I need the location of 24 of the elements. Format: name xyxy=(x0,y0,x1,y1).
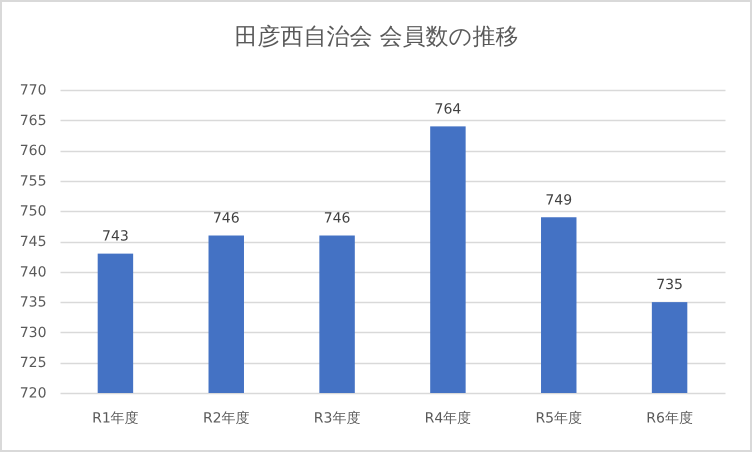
y-tick-label: 760 xyxy=(20,143,46,160)
y-tick-label: 730 xyxy=(20,324,46,341)
data-label: 743 xyxy=(102,228,129,245)
y-tick-label: 725 xyxy=(20,355,46,372)
x-tick-label: R4年度 xyxy=(424,410,472,426)
x-tick-label: R5年度 xyxy=(535,410,582,426)
y-tick-label: 745 xyxy=(20,234,46,250)
data-label: 735 xyxy=(656,277,683,294)
x-tick-label: R6年度 xyxy=(646,410,693,426)
y-tick-label: 750 xyxy=(20,204,46,220)
y-tick-label: 770 xyxy=(20,82,46,98)
y-tick-label: 720 xyxy=(20,386,46,402)
data-label: 746 xyxy=(324,210,351,226)
data-label: 746 xyxy=(212,210,240,226)
x-tick-label: R3年度 xyxy=(314,410,360,426)
y-tick-label: 740 xyxy=(20,264,46,280)
data-label: 749 xyxy=(545,192,572,208)
x-tick-label: R2年度 xyxy=(202,410,250,426)
x-tick-label: R1年度 xyxy=(92,410,139,426)
y-tick-label: 735 xyxy=(20,294,46,311)
y-tick-label: 755 xyxy=(20,173,46,190)
data-label: 764 xyxy=(434,101,462,118)
chart-title: 田彦西自治会 会員数の推移 xyxy=(234,24,519,50)
y-tick-label: 765 xyxy=(20,112,46,129)
